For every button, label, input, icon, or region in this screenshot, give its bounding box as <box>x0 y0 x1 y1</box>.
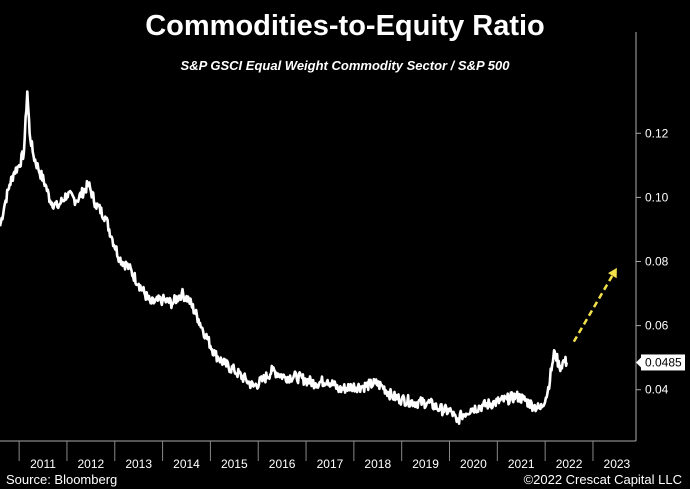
last-value-label: 0.0485 <box>645 355 682 369</box>
last-value-box <box>641 354 685 371</box>
series-group: 0.0485 <box>0 90 685 425</box>
x-tick-label: 2018 <box>364 457 391 471</box>
x-tick-label: 2017 <box>317 457 344 471</box>
source-note: Source: Bloomberg <box>6 472 118 487</box>
y-tick-label: 0.10 <box>645 190 669 204</box>
chart-subtitle: S&P GSCI Equal Weight Commodity Sector /… <box>180 58 510 73</box>
x-tick-label: 2012 <box>78 457 105 471</box>
trend-arrow-head <box>608 267 617 279</box>
x-tick-label: 2020 <box>460 457 487 471</box>
trend-arrow-line <box>572 275 614 343</box>
x-tick-label: 2011 <box>30 457 56 471</box>
y-tick-label: 0.04 <box>645 383 669 397</box>
y-tick-label: 0.06 <box>645 319 669 333</box>
x-tick-label: 2021 <box>508 457 535 471</box>
x-tick-label: 2016 <box>269 457 296 471</box>
x-tick-label: 2014 <box>173 457 200 471</box>
x-tick-label: 2019 <box>412 457 439 471</box>
x-tick-label: 2023 <box>604 457 631 471</box>
data-line <box>0 90 568 425</box>
chart-axes: 2011 2012 2013 2014 2015 2016 2017 2018 2019 2020… <box>0 32 669 471</box>
chart-title: Commodities-to-Equity Ratio <box>145 10 545 42</box>
annotation-group <box>572 267 617 343</box>
copyright-note: ©2022 Crescat Capital LLC <box>523 472 682 487</box>
x-tick-label: 2015 <box>221 457 248 471</box>
y-tick-label: 0.12 <box>645 126 669 140</box>
x-tick-label: 2013 <box>125 457 152 471</box>
last-value-pointer <box>636 357 641 368</box>
x-tick-label: 2022 <box>556 457 583 471</box>
y-tick-label: 0.08 <box>645 255 669 269</box>
